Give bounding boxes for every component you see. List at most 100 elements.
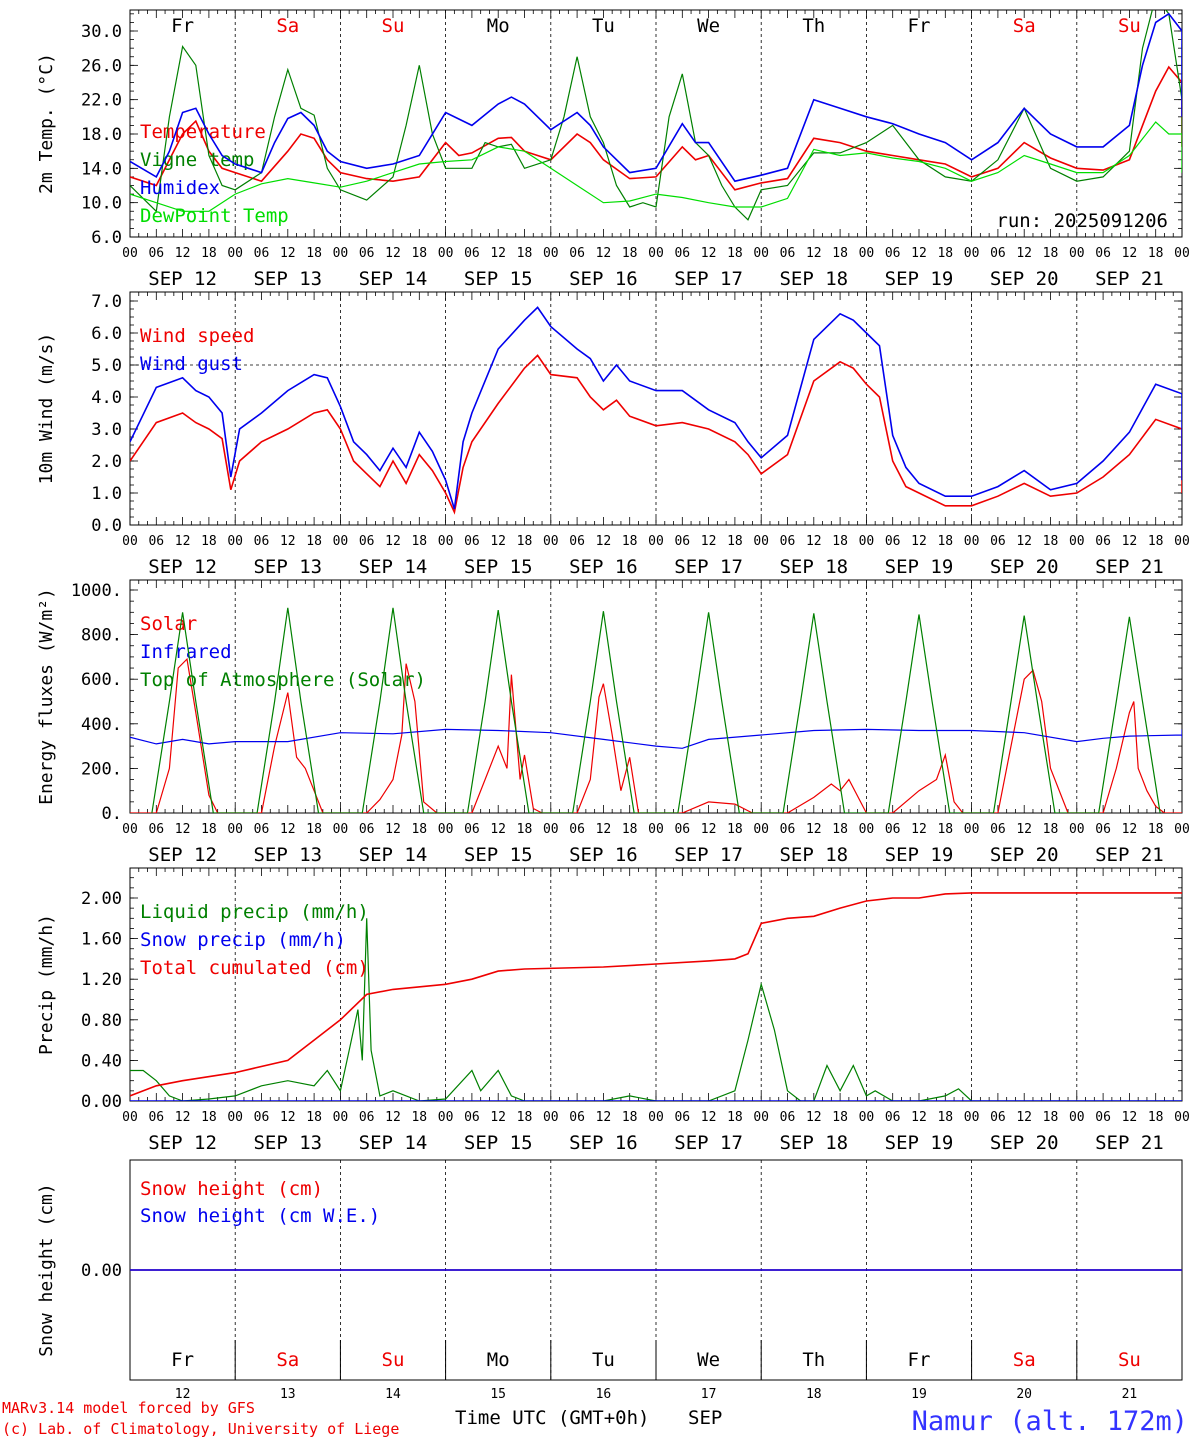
series-line-vigne-temp (130, 10, 1182, 221)
x-hour-label: 06 (674, 1110, 690, 1125)
x-hour-label: 18 (727, 246, 743, 261)
x-hour-label: 18 (517, 1110, 533, 1125)
x-hour-label: 06 (464, 1110, 480, 1125)
x-hour-label: 18 (832, 1110, 848, 1125)
y-axis-label: 10m Wind (m/s) (36, 333, 57, 485)
x-hour-label: 06 (569, 1110, 585, 1125)
x-hour-label: 06 (674, 246, 690, 261)
day-number-label: 13 (280, 1387, 296, 1402)
day-name-label: Fr (908, 1349, 931, 1371)
x-hour-label: 00 (438, 534, 454, 549)
y-tick-label: 26.0 (81, 56, 122, 76)
x-hour-label: 12 (806, 822, 822, 837)
y-tick-label: 2.00 (81, 889, 122, 909)
x-hour-label: 06 (990, 822, 1006, 837)
x-date-label: SEP 19 (885, 556, 954, 578)
x-date-label: SEP 18 (779, 268, 848, 290)
y-tick-label: 200. (81, 759, 122, 779)
x-hour-label: 06 (254, 246, 270, 261)
x-hour-label: 18 (306, 246, 322, 261)
x-hour-label: 00 (859, 1110, 875, 1125)
x-date-label: SEP 14 (359, 556, 428, 578)
series-line-total-cumulated-cm- (130, 892, 1182, 1097)
x-hour-label: 12 (701, 822, 717, 837)
y-tick-label: 0.0 (91, 516, 122, 536)
y-tick-label: 18.0 (81, 125, 122, 145)
y-tick-label: 22.0 (81, 91, 122, 111)
x-hour-label: 06 (780, 1110, 796, 1125)
x-date-label: SEP 16 (569, 844, 638, 866)
x-hour-label: 18 (937, 246, 953, 261)
x-hour-label: 00 (543, 246, 559, 261)
day-number-label: 14 (385, 1387, 401, 1402)
x-hour-label: 06 (148, 534, 164, 549)
x-hour-label: 18 (622, 1110, 638, 1125)
x-hour-label: 06 (990, 534, 1006, 549)
x-hour-label: 12 (701, 246, 717, 261)
x-hour-label: 00 (227, 534, 243, 549)
day-number-label: 15 (490, 1387, 506, 1402)
x-hour-label: 00 (227, 1110, 243, 1125)
x-hour-label: 12 (280, 246, 296, 261)
x-hour-label: 06 (464, 246, 480, 261)
x-hour-label: 00 (648, 1110, 664, 1125)
x-date-label: SEP 13 (253, 556, 322, 578)
y-axis-label: Snow height (cm) (36, 1183, 57, 1356)
x-hour-label: 00 (438, 822, 454, 837)
x-date-label: SEP 12 (148, 1132, 217, 1154)
x-date-label: SEP 14 (359, 1132, 428, 1154)
x-hour-label: 06 (1095, 534, 1111, 549)
x-hour-label: 12 (806, 246, 822, 261)
series-line-temperature (130, 65, 1182, 191)
x-hour-label: 18 (1148, 1110, 1164, 1125)
x-date-label: SEP 19 (885, 268, 954, 290)
x-hour-label: 12 (596, 246, 612, 261)
x-date-label: SEP 15 (464, 268, 533, 290)
x-hour-label: 00 (1174, 822, 1190, 837)
y-tick-label: 0.00 (81, 1261, 122, 1281)
x-date-label: SEP 14 (359, 844, 428, 866)
legend-entry: Snow height (cm) (140, 1178, 323, 1200)
y-axis-label: Precip (mm/h) (36, 914, 57, 1055)
x-hour-label: 00 (964, 1110, 980, 1125)
x-hour-label: 18 (1043, 822, 1059, 837)
y-tick-label: 2.0 (91, 452, 122, 472)
x-hour-label: 18 (517, 534, 533, 549)
x-date-label: SEP 16 (569, 1132, 638, 1154)
x-hour-label: 06 (359, 822, 375, 837)
x-hour-label: 12 (385, 534, 401, 549)
x-hour-label: 12 (911, 246, 927, 261)
series-line-humidex (130, 12, 1182, 183)
y-tick-label: 14.0 (81, 159, 122, 179)
x-hour-label: 00 (543, 822, 559, 837)
x-hour-label: 12 (280, 534, 296, 549)
day-name-label: Sa (276, 1349, 299, 1371)
x-date-label: SEP 13 (253, 844, 322, 866)
x-hour-label: 06 (780, 822, 796, 837)
x-hour-label: 06 (254, 1110, 270, 1125)
x-hour-label: 06 (359, 246, 375, 261)
x-hour-label: 12 (280, 1110, 296, 1125)
x-axis-title: Time UTC (GMT+0h) (455, 1407, 649, 1429)
x-hour-label: 00 (1174, 534, 1190, 549)
y-tick-label: 3.0 (91, 420, 122, 440)
x-hour-label: 12 (490, 1110, 506, 1125)
x-date-label: SEP 19 (885, 844, 954, 866)
x-date-label: SEP 21 (1095, 844, 1164, 866)
day-number-label: 12 (175, 1387, 191, 1402)
day-number-label: 19 (911, 1387, 927, 1402)
x-hour-label: 12 (806, 534, 822, 549)
x-hour-label: 12 (806, 1110, 822, 1125)
x-date-label: SEP 17 (674, 268, 743, 290)
series-line-liquid-precip-mm-h- (130, 918, 1182, 1101)
day-name-label: Su (1118, 15, 1141, 37)
day-number-label: 16 (596, 1387, 612, 1402)
x-hour-label: 06 (254, 534, 270, 549)
x-hour-label: 06 (885, 822, 901, 837)
x-hour-label: 06 (1095, 246, 1111, 261)
x-hour-label: 00 (859, 822, 875, 837)
x-hour-label: 06 (885, 1110, 901, 1125)
x-hour-label: 12 (596, 822, 612, 837)
day-name-label: Tu (592, 15, 615, 37)
y-tick-label: 10.0 (81, 194, 122, 214)
